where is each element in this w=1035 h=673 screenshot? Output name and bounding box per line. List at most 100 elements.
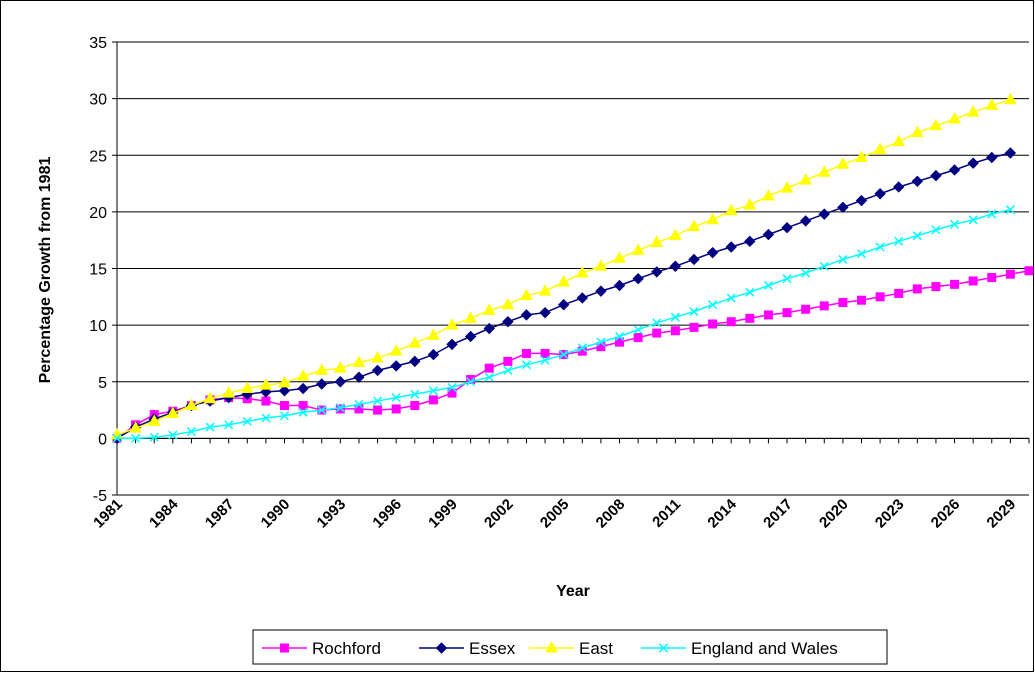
data-point [669,260,682,272]
data-point [557,299,570,311]
data-point [892,134,906,147]
data-point [1004,147,1017,159]
data-point [650,235,664,247]
data-point [856,249,867,259]
data-point [724,203,738,216]
data-point [185,398,198,411]
data-point [203,391,217,404]
data-point [613,279,626,292]
data-point [427,348,440,361]
data-point [706,246,719,259]
data-point [931,282,941,292]
data-point [334,361,347,373]
data-point [651,266,663,278]
data-point [389,344,403,356]
data-point [484,363,494,373]
legend-label: England and Wales [691,639,838,658]
data-point [912,231,922,241]
data-point [744,235,756,248]
data-point [987,209,997,219]
data-point [595,285,607,297]
data-point [131,433,141,443]
data-point [261,413,271,423]
y-tick-label: 30 [89,92,107,109]
data-point [545,640,558,653]
data-point [503,356,513,366]
y-axis-title: Percentage Growth from 1981 [37,157,54,384]
y-tick-label: 25 [89,148,107,165]
data-point [615,331,625,341]
data-point [354,399,364,409]
data-point [391,393,401,403]
data-point [987,273,997,283]
data-point [669,228,682,241]
data-point [966,105,980,117]
data-point [576,292,589,304]
series-essex [111,147,1017,445]
data-point [147,414,161,426]
data-point [875,292,885,302]
data-point [799,173,812,185]
data-point [224,420,234,430]
data-point [353,371,365,383]
data-point [521,360,531,370]
data-point [874,188,886,200]
data-point [855,194,868,207]
data-point [483,322,495,335]
data-point [950,279,960,289]
data-point [670,312,680,322]
data-point [447,382,457,392]
data-point [317,405,327,415]
data-point [278,385,291,397]
data-point [838,297,848,307]
data-point [205,422,215,432]
data-point [408,336,422,348]
y-tick-label: 15 [89,262,107,279]
data-point [875,242,885,252]
data-point [409,355,421,368]
data-point [929,118,943,131]
data-point [837,201,849,214]
data-point [371,350,384,363]
data-point [297,382,309,395]
axes [112,41,1030,496]
data-point [1004,92,1017,105]
data-point [296,369,310,381]
data-point [446,338,458,351]
data-point [466,377,476,387]
data-point [410,401,420,411]
data-point [782,274,792,284]
data-point [763,310,773,320]
data-point [428,386,438,396]
data-point [520,288,533,301]
legend-label: Rochford [312,639,381,658]
data-point [502,316,514,328]
data-point [632,272,644,285]
y-tick-label: 20 [89,205,107,222]
data-point [410,389,420,399]
data-point [894,288,904,298]
data-point [129,421,142,433]
data-point [501,297,515,310]
data-point [539,306,551,319]
y-tick-label: 0 [98,431,107,448]
data-point [335,403,345,413]
data-point [819,261,829,271]
data-point [745,287,755,297]
data-point [538,284,552,296]
data-point [335,404,345,414]
data-point [762,228,775,241]
data-point [280,401,290,411]
data-point [112,433,122,443]
data-point [435,642,448,654]
data-point [818,208,830,220]
data-point [708,319,718,329]
legend-item: Rochford [262,639,381,658]
y-tick-label: 5 [98,375,107,392]
data-point [838,254,848,264]
data-point [689,322,699,332]
data-point [242,416,252,426]
data-point [334,376,347,388]
data-point [427,328,440,340]
